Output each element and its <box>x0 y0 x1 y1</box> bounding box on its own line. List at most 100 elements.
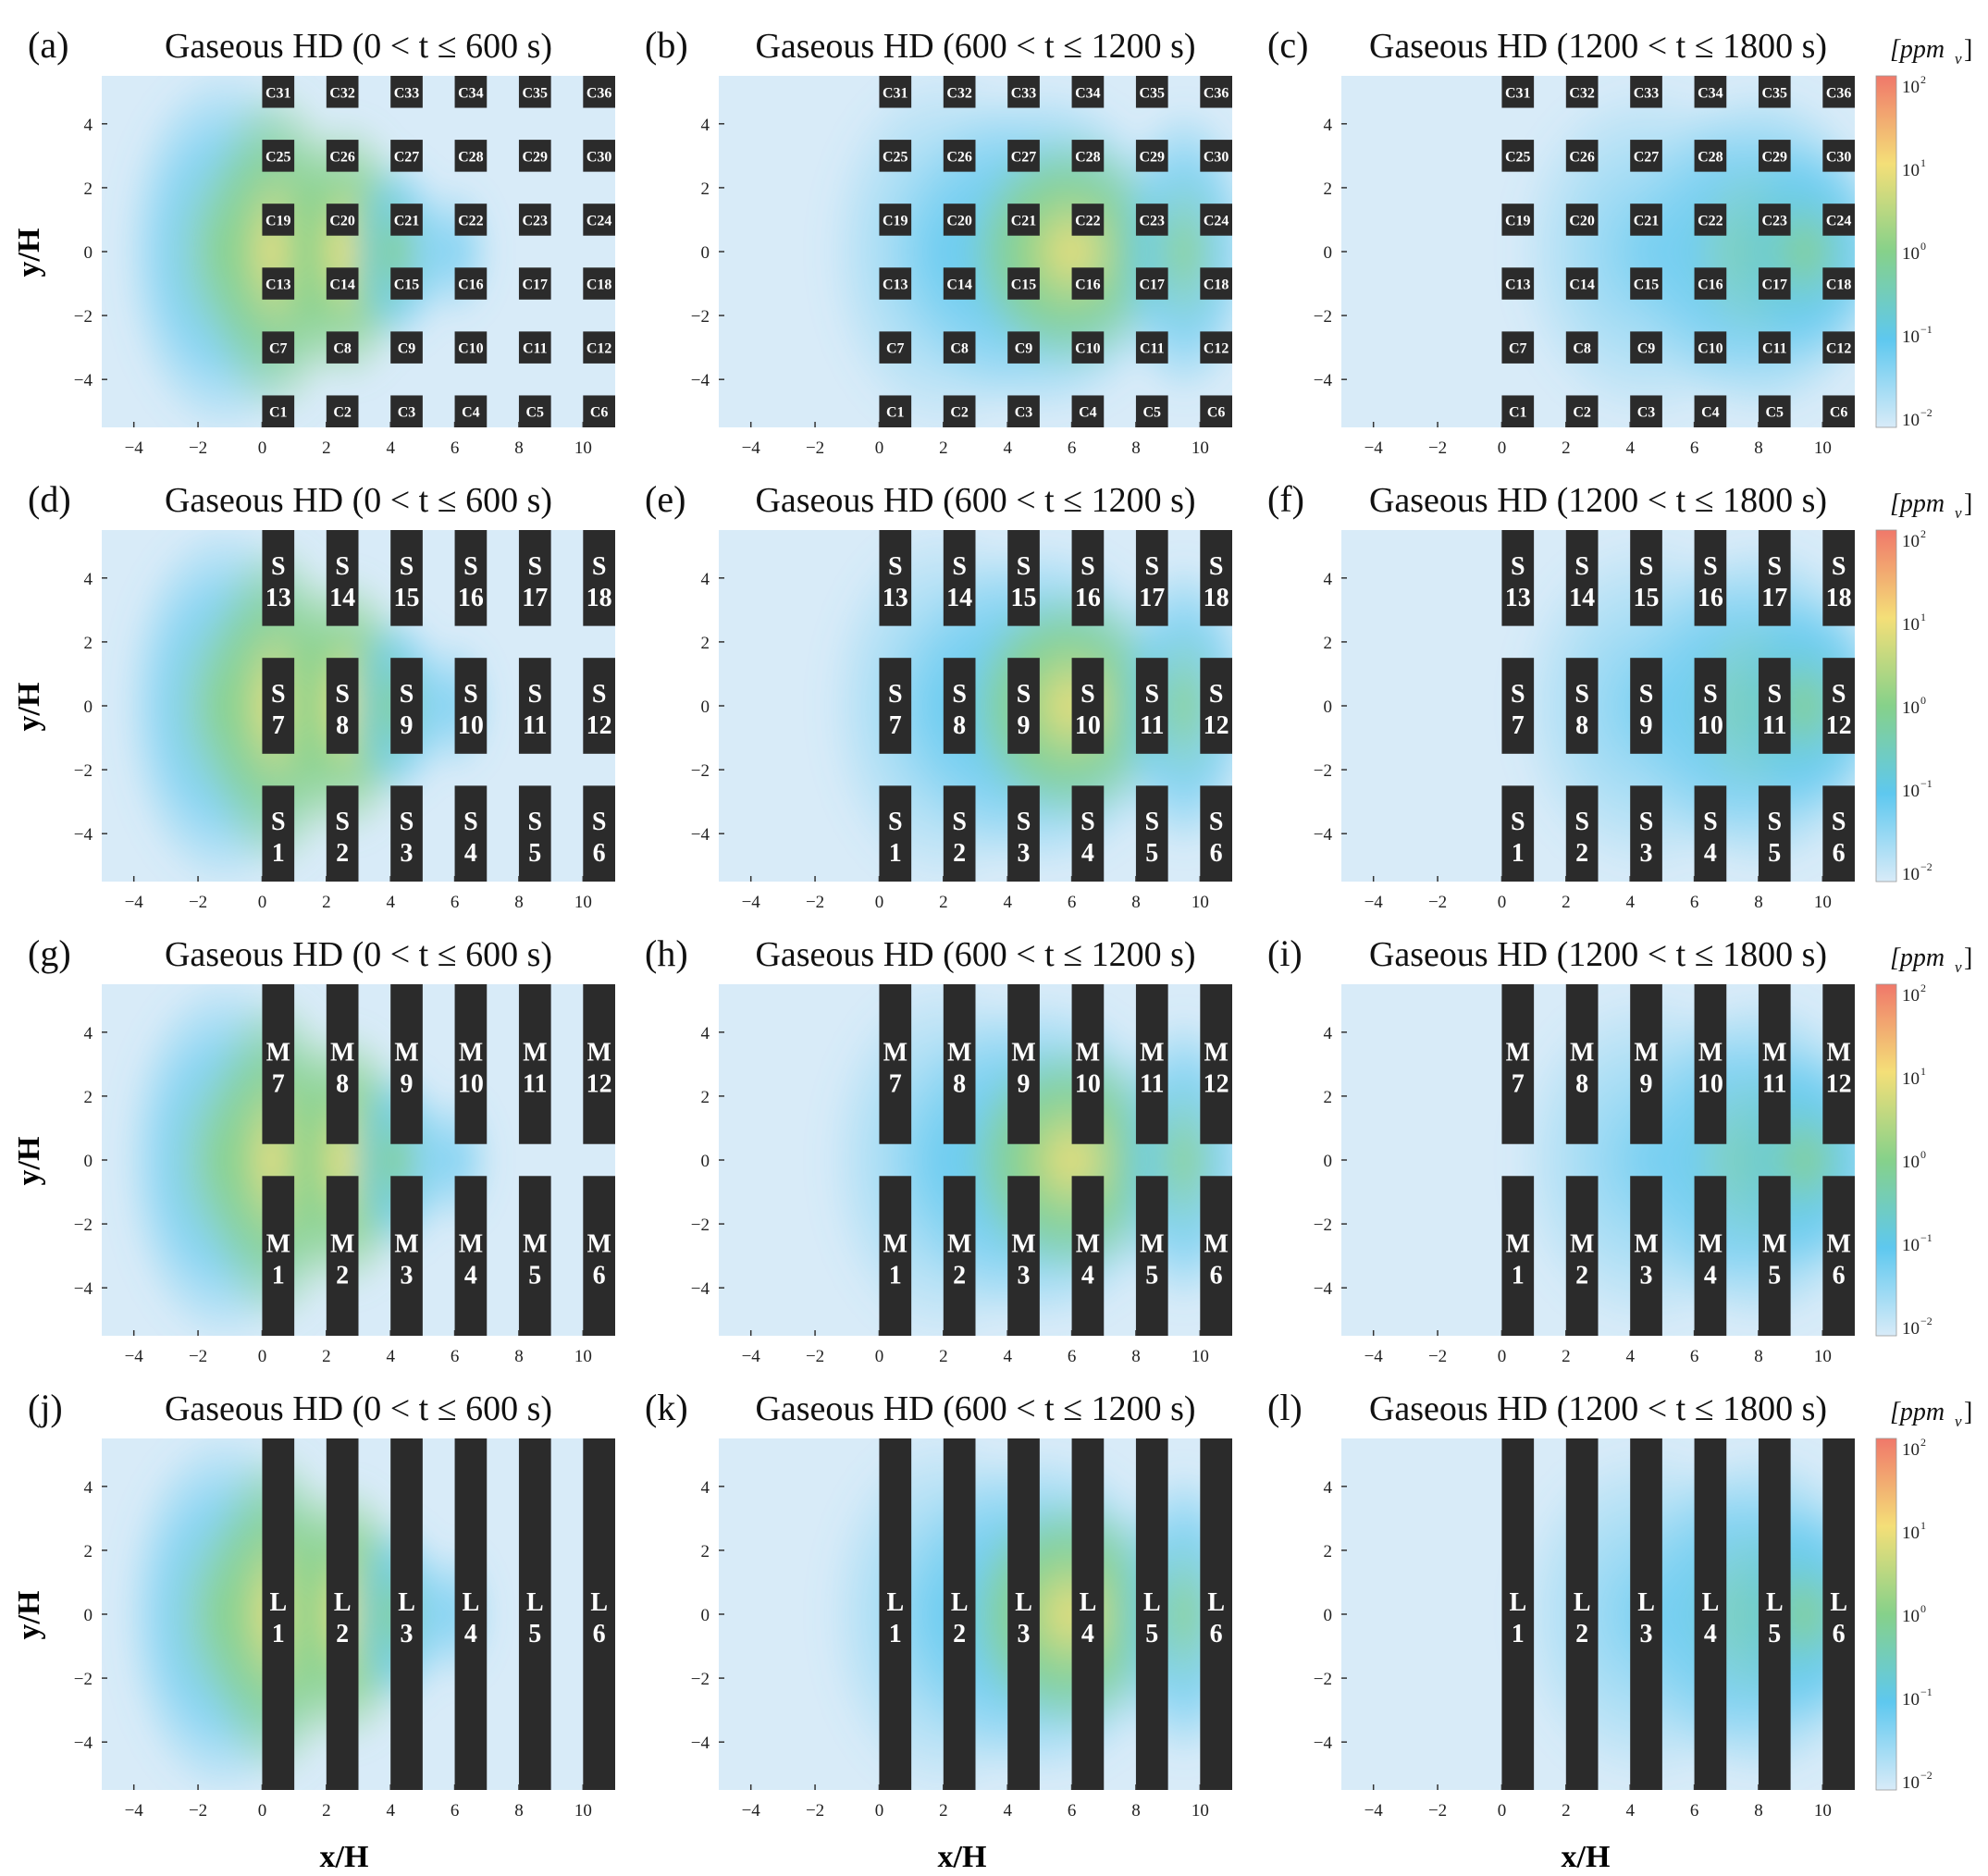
building-label-letter: S <box>1511 680 1525 709</box>
building-label-letter: L <box>1574 1588 1591 1617</box>
building-label-letter: S <box>527 552 542 581</box>
building-block <box>1565 530 1599 626</box>
y-tick-label: 2 <box>84 179 93 199</box>
building-label-number: 8 <box>336 711 349 740</box>
x-tick-label: −4 <box>125 893 144 912</box>
colorbar-unit-subscript: v <box>1955 1413 1962 1430</box>
building-label-number: 11 <box>1762 711 1786 740</box>
building-block <box>879 76 912 108</box>
colorbar-tick-base: 10 <box>1902 698 1920 718</box>
colorbar-tick-exponent: −2 <box>1920 860 1932 873</box>
building-block <box>879 331 912 364</box>
building-label-number: 13 <box>1505 584 1531 612</box>
building-label-number: 4 <box>1081 839 1094 868</box>
x-tick-label: 2 <box>322 438 331 458</box>
building-label-letter: L <box>886 1588 904 1617</box>
building-label-number: 4 <box>464 839 477 868</box>
building-block <box>943 140 976 172</box>
building-label: C20 <box>946 213 972 228</box>
building-label-number: 9 <box>1640 1069 1653 1098</box>
building-block <box>1758 658 1791 754</box>
building-label-letter: S <box>952 808 967 836</box>
building-label: C14 <box>946 278 972 293</box>
building-block <box>879 984 912 1144</box>
building-label-letter: M <box>1076 1038 1100 1067</box>
building-label-letter: M <box>883 1230 908 1259</box>
y-tick-label: 0 <box>701 1152 710 1171</box>
building-label: C9 <box>1637 341 1656 357</box>
building-label-letter: L <box>951 1588 969 1617</box>
building-block <box>1501 267 1535 300</box>
building-label: C27 <box>1634 149 1660 165</box>
building-block <box>390 785 423 882</box>
x-tick-label: 10 <box>574 1347 592 1366</box>
x-tick-label: 4 <box>386 1801 395 1820</box>
building-block <box>1758 785 1791 882</box>
y-tick-label: −2 <box>1314 307 1332 327</box>
building-label-number: 10 <box>458 711 484 740</box>
building-label-number: 5 <box>528 1262 541 1290</box>
building-label: C24 <box>1826 213 1852 228</box>
x-tick-label: −2 <box>806 1347 824 1366</box>
building-label-letter: M <box>1826 1230 1850 1259</box>
building-block <box>390 76 423 108</box>
building-label: C23 <box>523 213 549 228</box>
building-label-letter: M <box>1011 1038 1035 1067</box>
building-label-number: 9 <box>1018 1069 1031 1098</box>
colorbar-tick-base: 10 <box>1902 1607 1920 1626</box>
colorbar-unit-bracket: ] <box>1964 35 1972 64</box>
building-label-number: 3 <box>1018 1620 1031 1648</box>
colorbar-gradient <box>1875 983 1897 1337</box>
building-block <box>454 1176 488 1336</box>
building-label-number: 2 <box>953 839 966 868</box>
building-block <box>1694 658 1727 754</box>
building-label: C4 <box>1079 405 1097 421</box>
panel-title: Gaseous HD (0 < t ≤ 600 s) <box>165 481 552 520</box>
building-block <box>1758 395 1791 427</box>
building-block <box>879 785 912 882</box>
x-tick-label: 4 <box>1625 893 1635 912</box>
building-block <box>390 984 423 1144</box>
x-tick-label: 0 <box>875 438 884 458</box>
building-label-letter: L <box>1015 1588 1032 1617</box>
building-label-number: 3 <box>401 1262 414 1290</box>
building-label: C19 <box>1505 213 1531 228</box>
building-label: C18 <box>1826 278 1852 293</box>
building-label-number: 10 <box>1698 1069 1723 1098</box>
building-label-number: 5 <box>1145 839 1158 868</box>
x-tick-label: −2 <box>1428 1347 1447 1366</box>
building-block <box>262 395 295 427</box>
building-label-number: 17 <box>1139 584 1165 612</box>
building-block <box>1007 267 1040 300</box>
building-label: C11 <box>523 341 548 357</box>
x-tick-label: −4 <box>125 438 144 458</box>
building-label: C17 <box>1762 278 1788 293</box>
building-label-letter: S <box>1574 680 1589 709</box>
building-block <box>326 267 359 300</box>
concentration-field <box>821 76 1232 427</box>
building-label-letter: M <box>330 1230 354 1259</box>
building-block <box>454 204 488 236</box>
building-block <box>454 331 488 364</box>
colorbar-tick-exponent: 1 <box>1920 156 1926 169</box>
y-tick-label: 2 <box>701 634 710 653</box>
building-block <box>943 1176 976 1336</box>
building-block <box>1565 1176 1599 1336</box>
colorbar-tick-exponent: 2 <box>1920 981 1926 994</box>
building-label-number: 2 <box>336 839 349 868</box>
building-block <box>1565 785 1599 882</box>
building-block <box>1007 984 1040 1144</box>
y-tick-label: −4 <box>691 825 710 845</box>
building-label-number: 12 <box>587 1069 612 1098</box>
building-label: C3 <box>1637 405 1656 421</box>
building-label: C9 <box>398 341 416 357</box>
building-block <box>1501 140 1535 172</box>
building-label-letter: M <box>394 1038 418 1067</box>
building-label: C34 <box>1698 85 1723 101</box>
building-block <box>1071 204 1105 236</box>
building-block <box>1135 331 1168 364</box>
building-block <box>583 331 615 364</box>
building-block <box>390 331 423 364</box>
colorbar-tick-base: 10 <box>1902 327 1920 347</box>
